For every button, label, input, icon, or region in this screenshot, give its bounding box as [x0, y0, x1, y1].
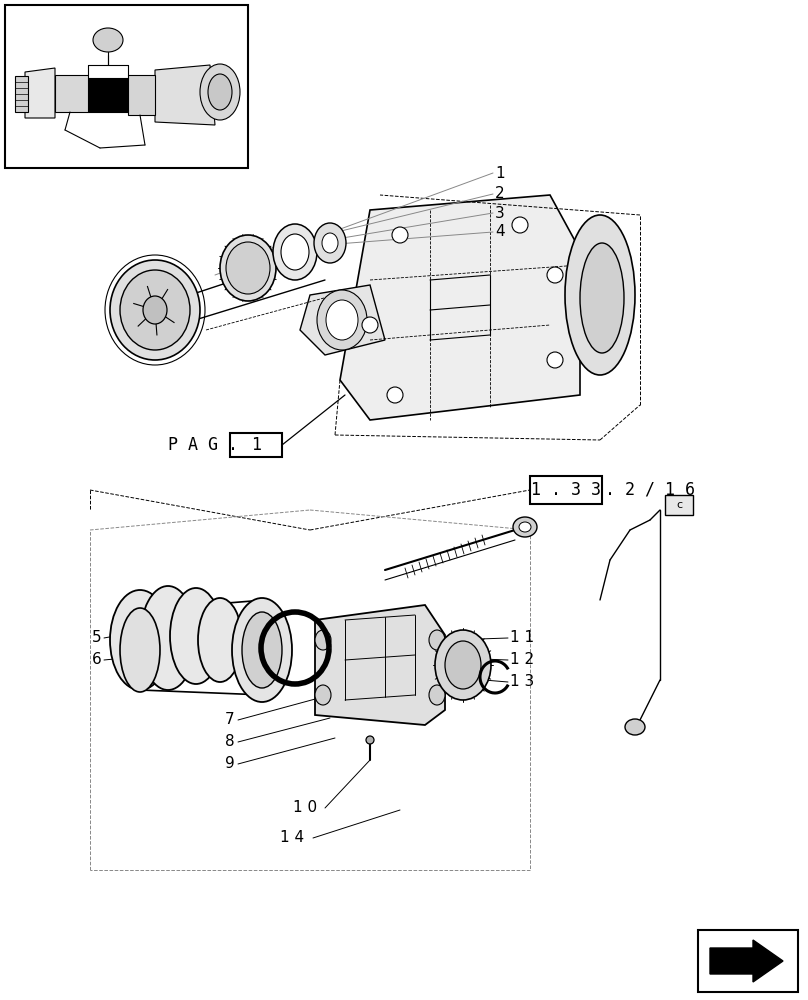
Text: 8: 8 — [225, 734, 234, 750]
Text: 5: 5 — [92, 631, 102, 646]
Polygon shape — [15, 76, 28, 112]
Ellipse shape — [220, 235, 276, 301]
Ellipse shape — [326, 300, 358, 340]
Polygon shape — [155, 65, 215, 125]
Ellipse shape — [435, 630, 491, 700]
Ellipse shape — [232, 598, 292, 702]
Polygon shape — [315, 605, 445, 725]
Ellipse shape — [362, 317, 378, 333]
Ellipse shape — [120, 608, 160, 692]
Bar — [698, 930, 798, 992]
Ellipse shape — [273, 224, 317, 280]
Text: 9: 9 — [225, 756, 235, 772]
Text: 1 2: 1 2 — [510, 652, 534, 668]
Ellipse shape — [565, 215, 635, 375]
Text: c: c — [676, 500, 682, 510]
Ellipse shape — [547, 352, 563, 368]
Text: 1 3: 1 3 — [510, 674, 534, 690]
Polygon shape — [710, 940, 783, 982]
Ellipse shape — [580, 243, 624, 353]
Ellipse shape — [445, 641, 481, 689]
Ellipse shape — [281, 234, 309, 270]
Polygon shape — [340, 195, 580, 420]
Ellipse shape — [547, 267, 563, 283]
Ellipse shape — [392, 227, 408, 243]
Polygon shape — [300, 285, 385, 355]
Ellipse shape — [387, 387, 403, 403]
Ellipse shape — [143, 296, 167, 324]
Text: 7: 7 — [225, 712, 234, 728]
Polygon shape — [25, 68, 55, 118]
Bar — [665, 495, 693, 515]
Ellipse shape — [226, 242, 270, 294]
Ellipse shape — [366, 736, 374, 744]
Ellipse shape — [110, 590, 170, 690]
Ellipse shape — [140, 586, 196, 690]
Text: . 2 / 1 6: . 2 / 1 6 — [605, 481, 695, 499]
Ellipse shape — [208, 74, 232, 110]
Ellipse shape — [322, 233, 338, 253]
Text: 1: 1 — [251, 436, 261, 454]
Polygon shape — [128, 75, 155, 115]
Ellipse shape — [93, 28, 123, 52]
Text: 1: 1 — [495, 165, 505, 180]
Ellipse shape — [315, 685, 331, 705]
Bar — [230, 433, 282, 457]
Polygon shape — [55, 75, 88, 112]
Ellipse shape — [200, 64, 240, 120]
Ellipse shape — [625, 719, 645, 735]
Text: 1 4: 1 4 — [280, 830, 304, 846]
Bar — [530, 476, 602, 504]
Text: P A G .: P A G . — [168, 436, 238, 454]
Ellipse shape — [242, 612, 282, 688]
Ellipse shape — [429, 685, 445, 705]
Text: 6: 6 — [92, 652, 102, 668]
Bar — [88, 78, 128, 112]
Bar — [5, 5, 248, 168]
Text: 4: 4 — [495, 225, 505, 239]
Ellipse shape — [110, 260, 200, 360]
Ellipse shape — [314, 223, 346, 263]
Text: 1 0: 1 0 — [293, 800, 317, 816]
Ellipse shape — [513, 517, 537, 537]
Ellipse shape — [429, 630, 445, 650]
Ellipse shape — [519, 522, 531, 532]
Ellipse shape — [198, 598, 242, 682]
Text: 2: 2 — [495, 186, 505, 202]
Ellipse shape — [170, 588, 222, 684]
Text: 1 . 3 3: 1 . 3 3 — [531, 481, 601, 499]
Ellipse shape — [315, 630, 331, 650]
Ellipse shape — [120, 270, 190, 350]
Text: 3: 3 — [495, 206, 505, 221]
Ellipse shape — [317, 290, 367, 350]
Ellipse shape — [512, 217, 528, 233]
Text: 1 1: 1 1 — [510, 631, 534, 646]
